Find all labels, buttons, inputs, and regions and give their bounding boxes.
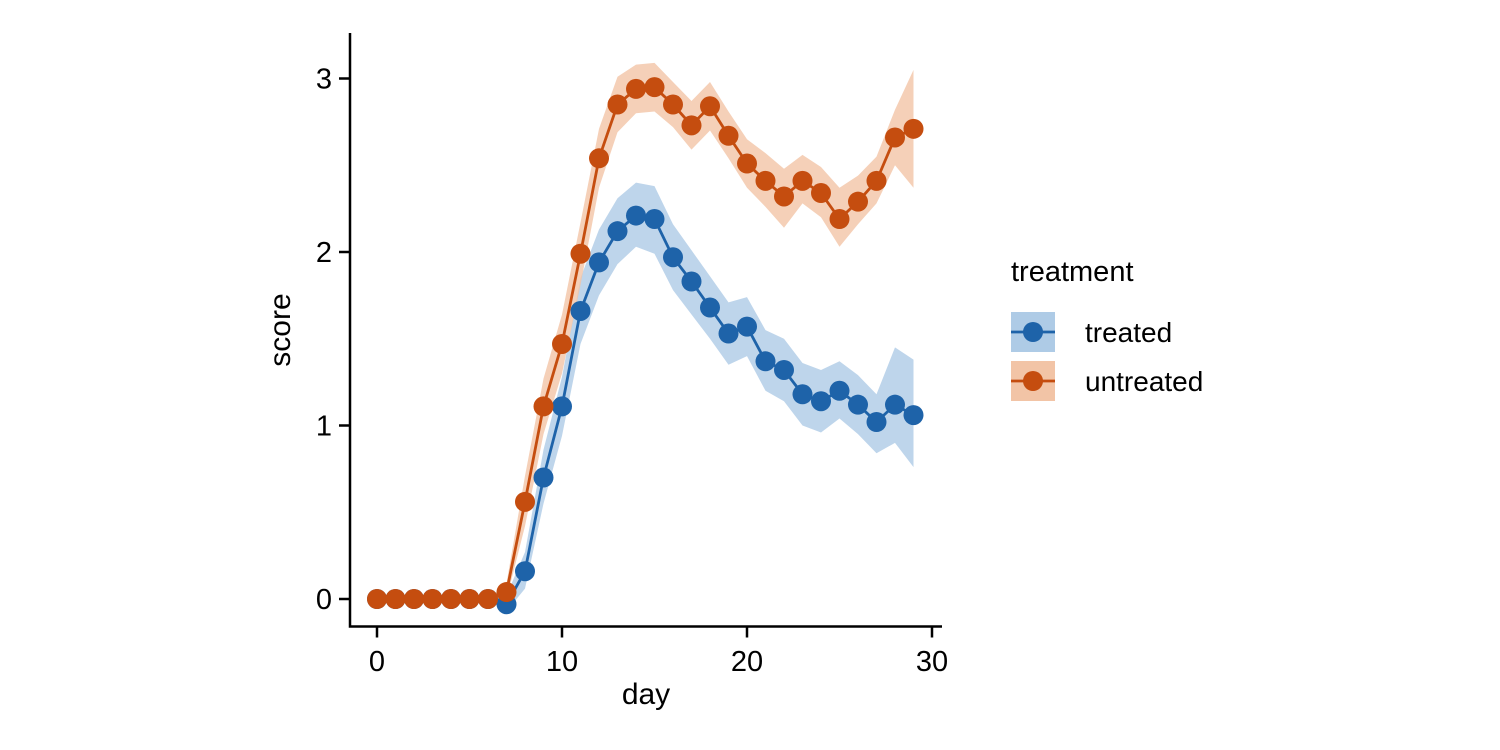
treated-point — [626, 205, 646, 226]
untreated-point — [385, 589, 406, 609]
untreated-point — [663, 94, 683, 115]
treated-point — [515, 561, 535, 582]
treated-point — [774, 359, 794, 380]
treated-point — [663, 247, 683, 268]
confidence-ribbons — [377, 62, 914, 612]
untreated-point — [441, 589, 461, 609]
y-tick-label: 2 — [316, 237, 332, 269]
untreated-point — [755, 170, 776, 191]
y-tick-label: 3 — [316, 64, 332, 96]
untreated-point — [885, 127, 905, 148]
untreated-point — [866, 170, 887, 191]
treated-point — [866, 412, 887, 433]
y-tick-label: 0 — [316, 584, 332, 616]
treated-point — [755, 351, 776, 372]
untreated-point — [681, 115, 702, 136]
untreated-point — [367, 589, 387, 609]
x-tick-label: 20 — [731, 646, 763, 678]
treated-point — [811, 391, 831, 412]
untreated-point — [459, 589, 480, 609]
treated-point — [700, 297, 720, 318]
x-tick-label: 10 — [546, 646, 578, 678]
legend-key-point — [1023, 371, 1043, 391]
treated-point — [718, 323, 739, 344]
untreated-point — [570, 243, 591, 264]
axis-titles: day score — [264, 293, 670, 711]
x-axis-title: day — [622, 678, 670, 711]
treated-point — [644, 209, 665, 230]
untreated-point — [404, 589, 424, 609]
untreated-point — [515, 491, 535, 512]
legend-title: treatment — [1011, 256, 1134, 288]
legend-entry-treated: treated — [1011, 312, 1172, 352]
untreated-point — [607, 94, 628, 115]
y-tick-label: 1 — [316, 411, 332, 443]
legend-entries: treated untreated — [1011, 312, 1203, 401]
axes: 0 10 20 30 0 1 2 3 — [316, 33, 948, 678]
untreated-point — [829, 209, 850, 230]
untreated-point — [626, 78, 646, 99]
treated-point — [848, 394, 868, 415]
legend-entry-label: untreated — [1085, 366, 1203, 397]
untreated-point — [422, 589, 443, 609]
untreated-point — [848, 191, 868, 212]
untreated-point — [903, 118, 924, 139]
untreated-ribbon — [377, 62, 914, 599]
treated-point — [829, 380, 850, 401]
treated-point — [903, 405, 924, 426]
untreated-point — [533, 396, 554, 417]
untreated-point — [811, 183, 831, 204]
untreated-point — [478, 589, 498, 609]
data-series — [367, 77, 924, 615]
untreated-point — [792, 170, 813, 191]
legend-entry-label: treated — [1085, 317, 1172, 348]
legend-key-point — [1023, 322, 1043, 342]
treated-point — [737, 316, 757, 337]
untreated-point — [644, 77, 665, 98]
x-tick-label: 0 — [369, 646, 385, 678]
x-tick-label: 30 — [916, 646, 948, 678]
untreated-point — [496, 582, 517, 603]
axis-lines — [348, 33, 942, 628]
untreated-point — [589, 148, 609, 169]
y-axis-title: score — [264, 293, 297, 366]
untreated-point — [718, 125, 739, 146]
untreated-point — [774, 186, 794, 207]
treated-point — [552, 396, 572, 417]
treated-point — [792, 384, 813, 405]
treated-point — [589, 252, 609, 273]
untreated-point — [737, 153, 757, 174]
treated-point — [533, 467, 554, 488]
untreated-point — [700, 96, 720, 117]
treated-point — [607, 221, 628, 242]
treated-point — [885, 394, 905, 415]
treated-point — [681, 271, 702, 292]
legend-entry-untreated: untreated — [1011, 361, 1203, 401]
legend: treatment treated untreated — [1011, 256, 1203, 401]
untreated-line — [377, 85, 915, 601]
treated-point — [570, 300, 591, 321]
untreated-point — [552, 333, 572, 354]
